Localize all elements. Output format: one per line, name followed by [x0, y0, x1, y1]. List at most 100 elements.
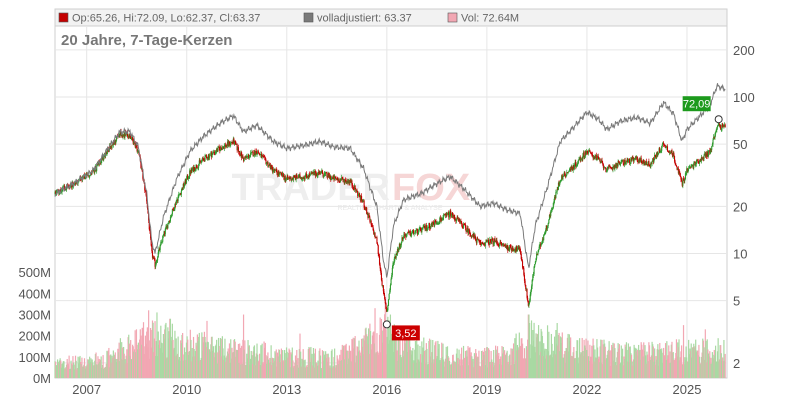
candle-body — [665, 147, 667, 148]
candle-body — [341, 177, 343, 180]
candle-body — [319, 171, 321, 175]
volume-bar — [262, 362, 264, 378]
volume-bar — [103, 367, 105, 378]
candle-body — [512, 247, 514, 251]
volume-bar — [208, 349, 210, 378]
volume-bar — [694, 346, 696, 378]
volume-bar — [323, 354, 325, 378]
candle-body — [225, 144, 227, 147]
candle-body — [235, 144, 238, 145]
candle-body — [550, 209, 552, 212]
candle-body — [191, 169, 193, 172]
candle-body — [440, 218, 442, 221]
candle-body — [416, 228, 418, 231]
candle-body — [629, 158, 631, 164]
candle-body — [398, 247, 400, 252]
time-tick-label: 2016 — [372, 382, 401, 397]
candle-body — [342, 178, 344, 180]
candle-body — [462, 227, 464, 229]
volume-bar — [583, 339, 585, 378]
candle-body — [722, 124, 724, 126]
candle-body — [408, 232, 410, 234]
volume-bar — [326, 361, 329, 378]
candle-body — [213, 151, 215, 153]
volume-bar — [244, 365, 247, 378]
volume-bar — [425, 343, 427, 378]
volume-bar — [548, 355, 551, 378]
candle-body — [540, 244, 542, 247]
candle-body — [242, 155, 244, 159]
candle-body — [205, 155, 207, 157]
volume-bar — [562, 357, 564, 378]
legend-ohlc-swatch[interactable] — [58, 12, 69, 23]
candle-body — [633, 158, 635, 162]
volume-bar — [232, 351, 234, 378]
candle-body — [572, 165, 574, 171]
volume-bar — [542, 356, 544, 378]
volume-bar — [155, 341, 157, 378]
candle-body — [539, 244, 541, 247]
volume-bar — [641, 344, 643, 378]
candle-body — [219, 146, 222, 151]
volume-bar — [233, 339, 236, 378]
volume-bar — [389, 314, 392, 378]
volume-bar — [452, 354, 454, 378]
volume-bar — [552, 350, 554, 378]
candle-body — [603, 167, 605, 169]
volume-bar — [416, 359, 418, 378]
candle-body — [71, 182, 73, 188]
legend-adjusted-swatch[interactable] — [303, 12, 314, 23]
candle-body — [618, 161, 620, 162]
volume-bar — [378, 334, 381, 378]
candle-body — [177, 196, 179, 202]
candle-body — [552, 208, 554, 210]
volume-bar — [99, 361, 101, 378]
volume-bar — [522, 358, 524, 378]
volume-bar — [708, 356, 710, 378]
volume-bar — [504, 354, 506, 378]
volume-bar — [299, 333, 301, 378]
candle-body — [110, 146, 112, 148]
candle-body — [264, 157, 266, 160]
candle-body — [268, 165, 270, 167]
candle-body — [607, 166, 610, 168]
volume-bar — [106, 350, 108, 378]
volume-bar — [538, 355, 540, 378]
volume-bar — [368, 328, 370, 378]
volume-bar — [494, 363, 496, 378]
candle-body — [347, 180, 349, 184]
volume-bar — [335, 365, 338, 378]
volume-bar — [235, 356, 237, 378]
volume-bar — [235, 349, 238, 378]
candle-body — [688, 167, 690, 169]
volume-bar — [374, 308, 376, 378]
candle-body — [292, 178, 294, 180]
volume-bar — [670, 362, 672, 378]
volume-bar — [138, 349, 140, 378]
volume-bar — [610, 350, 612, 378]
candle-body — [466, 227, 468, 231]
candle-body — [164, 231, 166, 234]
volume-bar — [498, 352, 500, 378]
candle-body — [527, 297, 529, 301]
volume-bar — [131, 358, 133, 378]
volume-bar — [655, 356, 657, 378]
volume-bar — [191, 361, 193, 378]
candle-body — [330, 178, 332, 180]
volume-bar — [643, 350, 645, 378]
candle-body — [371, 224, 373, 226]
candle-body — [454, 214, 456, 220]
volume-bar — [344, 359, 346, 378]
candle-body — [166, 225, 168, 229]
candle-body — [445, 214, 447, 216]
volume-bar — [135, 329, 138, 378]
candle-body — [665, 147, 667, 149]
volume-bar — [237, 350, 239, 378]
candle-body — [308, 173, 310, 178]
candle-body — [357, 191, 359, 197]
legend-volume-swatch[interactable] — [447, 12, 458, 23]
volume-bar — [531, 345, 533, 378]
volume-bar — [167, 338, 170, 378]
candle-body — [596, 158, 598, 160]
volume-bar — [624, 344, 626, 378]
